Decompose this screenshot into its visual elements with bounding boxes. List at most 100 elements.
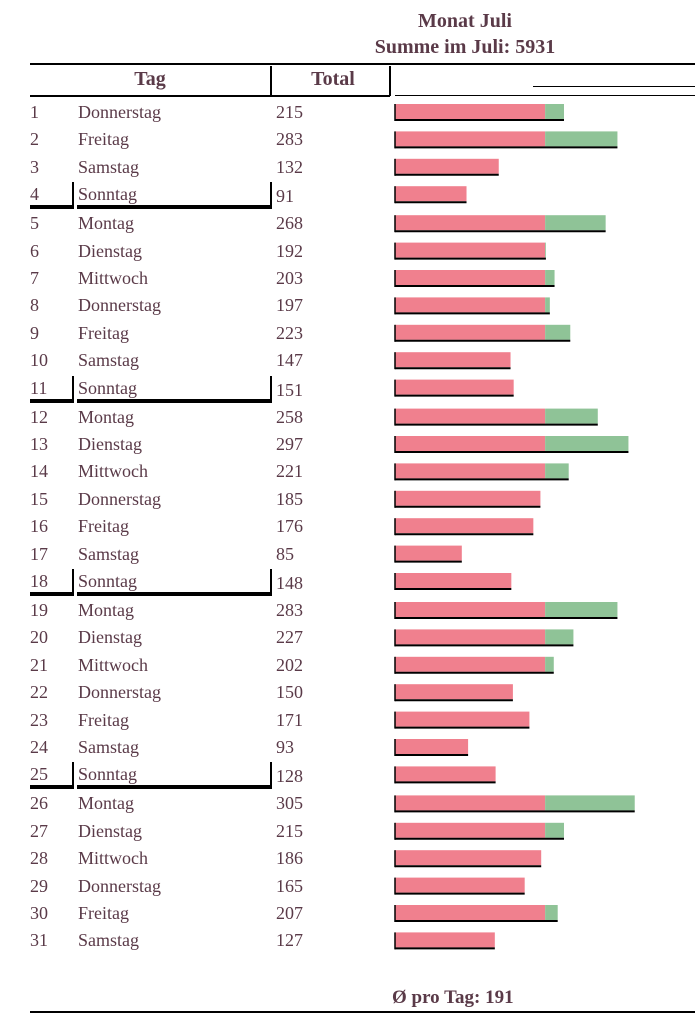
day-number: 26 — [30, 793, 48, 814]
sunday-rule-left — [30, 592, 74, 596]
weekday-label: Donnerstag — [78, 682, 161, 703]
total-value: 132 — [276, 156, 303, 177]
total-value: 297 — [276, 434, 303, 454]
day-number: 12 — [30, 406, 48, 427]
header-right-rule-2 — [395, 95, 695, 96]
weekday-label: Montag — [78, 213, 134, 234]
bar-above-average — [545, 436, 629, 451]
bar-above-average — [545, 656, 554, 672]
day-number: 7 — [30, 268, 39, 288]
weekday-label: Sonntag — [78, 377, 138, 398]
total-value: 148 — [276, 573, 303, 593]
header-divider-1 — [270, 66, 272, 96]
total-value: 197 — [276, 295, 303, 316]
day-number: 1 — [30, 102, 39, 122]
bar-below-average — [395, 408, 546, 424]
day-number: 24 — [30, 737, 48, 757]
bar-below-average — [395, 436, 546, 451]
weekday-label: Dienstag — [78, 240, 142, 261]
total-value: 202 — [276, 654, 303, 675]
day-number: 21 — [30, 654, 48, 675]
day-number: 19 — [30, 600, 48, 620]
bar-below-average — [395, 352, 511, 368]
total-value: 171 — [276, 709, 303, 730]
total-value: 227 — [276, 627, 303, 648]
day-number: 29 — [30, 875, 48, 896]
weekday-label: Dienstag — [78, 434, 142, 454]
weekday-label: Mittwoch — [78, 654, 148, 675]
total-value: 176 — [276, 516, 303, 537]
bar-above-average — [545, 270, 555, 285]
weekday-label: Donnerstag — [78, 102, 161, 122]
sunday-rule-mid — [77, 592, 272, 596]
month-sum-label: Summe im Juli: 5931 — [374, 36, 556, 58]
column-header-day: Tag — [134, 68, 166, 90]
total-value: 150 — [276, 682, 303, 703]
bar-below-average — [395, 297, 546, 313]
day-number: 14 — [30, 461, 48, 482]
weekday-label: Freitag — [78, 516, 129, 537]
day-number: 23 — [30, 709, 48, 730]
weekday-label: Sonntag — [78, 184, 138, 205]
bar-above-average — [545, 297, 550, 313]
bar-above-average — [545, 215, 606, 231]
sunday-rule-mid — [77, 785, 272, 790]
day-number: 17 — [30, 543, 48, 564]
bar-below-average — [395, 656, 546, 672]
sunday-tick-left — [72, 762, 74, 787]
bar-below-average — [395, 518, 534, 534]
footer-rule — [30, 1011, 695, 1013]
bar-above-average — [545, 408, 598, 424]
day-number: 31 — [30, 930, 48, 951]
bar-above-average — [545, 602, 618, 617]
sunday-rule-left — [30, 785, 74, 790]
bar-below-average — [395, 242, 546, 258]
sunday-tick-left — [72, 569, 74, 593]
sunday-rule-left — [30, 398, 74, 403]
day-number: 22 — [30, 682, 48, 703]
sunday-tick-right — [270, 762, 272, 787]
weekday-label: Freitag — [78, 322, 129, 343]
total-value: 207 — [276, 903, 303, 923]
day-number: 4 — [30, 184, 39, 205]
day-number: 30 — [30, 903, 48, 923]
bar-below-average — [395, 104, 546, 119]
weekday-label: Samstag — [78, 156, 139, 177]
bar-below-average — [395, 877, 525, 893]
weekday-label: Mittwoch — [78, 268, 148, 288]
weekday-label: Mittwoch — [78, 461, 148, 482]
bar-below-average — [395, 602, 546, 617]
bar-below-average — [395, 215, 546, 231]
header-bottom-rule-left — [30, 95, 390, 97]
bar-below-average — [395, 932, 495, 948]
total-value: 258 — [276, 406, 303, 427]
bar-above-average — [545, 104, 564, 119]
bar-below-average — [395, 324, 546, 340]
day-number: 20 — [30, 627, 48, 648]
day-number: 5 — [30, 213, 39, 234]
total-value: 223 — [276, 322, 303, 343]
bar-below-average — [395, 270, 546, 285]
weekday-label: Freitag — [78, 903, 129, 923]
bar-below-average — [395, 463, 546, 479]
sunday-rule-mid — [77, 398, 272, 403]
bar-below-average — [395, 795, 546, 811]
total-value: 165 — [276, 875, 303, 896]
chart-title: Monat Juli — [418, 10, 512, 32]
bar-below-average — [395, 629, 546, 645]
day-number: 2 — [30, 129, 39, 150]
bar-above-average — [545, 463, 569, 479]
weekday-label: Donnerstag — [78, 295, 161, 316]
total-value: 93 — [276, 737, 294, 757]
bar-below-average — [395, 766, 496, 782]
bar-above-average — [545, 242, 546, 258]
bar-above-average — [545, 324, 571, 340]
total-value: 127 — [276, 930, 303, 951]
day-number: 11 — [30, 377, 48, 398]
bar-below-average — [395, 545, 462, 561]
day-number: 9 — [30, 322, 39, 343]
total-value: 186 — [276, 848, 303, 869]
weekday-label: Montag — [78, 793, 134, 814]
total-value: 147 — [276, 350, 303, 371]
